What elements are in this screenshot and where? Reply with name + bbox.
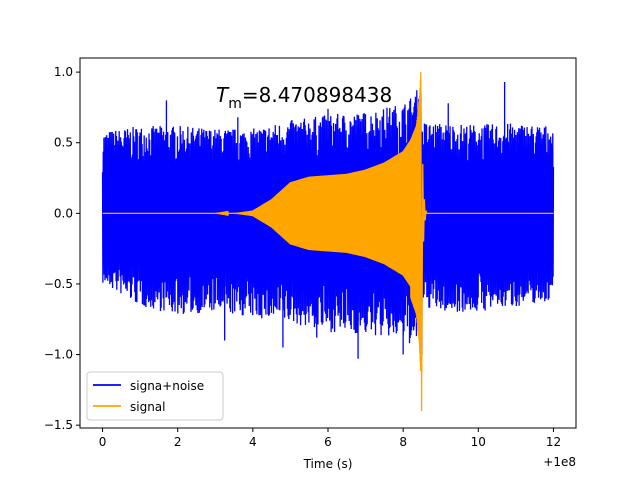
x-offset-label: +1e8 [543,455,576,469]
y-tick-label: −1.0 [44,348,73,362]
legend-box [86,371,224,421]
legend-label-signal-noise: signa+noise [130,379,204,393]
axes: 0 2 4 6 8 10 12 −1.5 −1.0 −0.5 0.0 0.5 1.0 [44,65,561,449]
legend-label-signal: signal [130,400,166,414]
x-tick-label: 6 [324,435,332,449]
y-tick-label: −1.5 [44,418,73,432]
x-tick-label: 2 [174,435,182,449]
annotation-value: =8.470898438 [242,83,392,107]
tm-annotation: Tm=8.470898438 [216,83,392,112]
legend: signa+noise signal [86,371,224,421]
y-tick-label: 0.0 [54,206,73,220]
annotation-subscript: m [228,96,242,112]
x-tick-label: 10 [471,435,486,449]
x-axis-label: Time (s) [303,457,353,471]
y-tick-label: 0.5 [54,136,73,150]
series-signal-line [102,72,554,412]
x-tick-label: 0 [99,435,107,449]
x-tick-label: 8 [399,435,407,449]
plot-area [101,72,555,412]
annotation-symbol: T [216,83,230,107]
y-tick-label: −0.5 [44,277,73,291]
x-tick-label: 12 [546,435,561,449]
y-tick-label: 1.0 [54,65,73,79]
x-tick-label: 4 [249,435,257,449]
